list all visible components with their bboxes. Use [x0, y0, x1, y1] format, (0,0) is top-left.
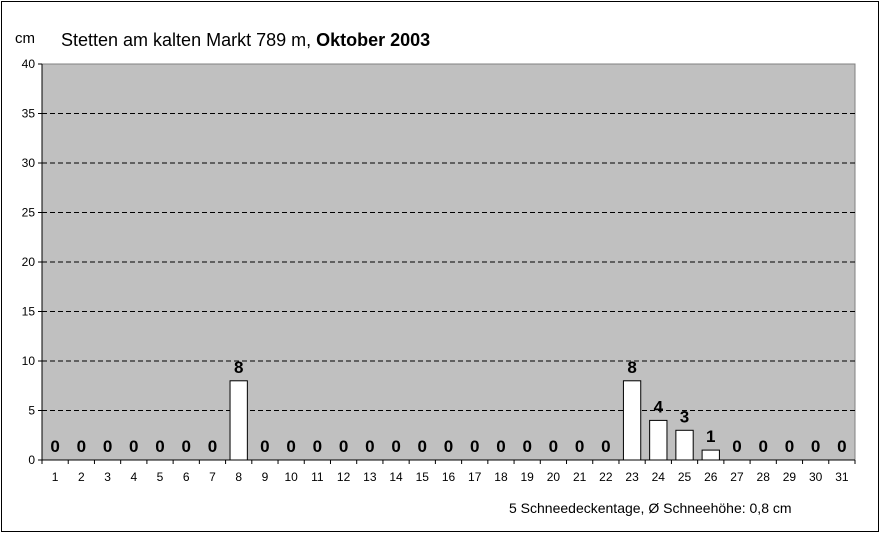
- x-tick-label: 22: [599, 470, 613, 484]
- bar: [701, 449, 720, 461]
- x-tick-label: 24: [652, 470, 666, 484]
- chart-title-month: Oktober 2003: [316, 30, 431, 50]
- x-tick-label: 6: [183, 470, 190, 484]
- data-label: 0: [103, 437, 112, 456]
- x-tick-label: 7: [209, 470, 216, 484]
- y-tick-label: 15: [22, 305, 36, 319]
- y-tick-label: 0: [28, 453, 35, 467]
- x-tick-label: 5: [157, 470, 164, 484]
- data-label: 0: [522, 437, 531, 456]
- data-label: 0: [496, 437, 505, 456]
- data-label: 0: [339, 437, 348, 456]
- data-label: 0: [418, 437, 427, 456]
- x-tick-label: 17: [468, 470, 482, 484]
- y-tick-label: 40: [22, 57, 36, 71]
- data-label: 0: [260, 437, 269, 456]
- x-tick-label: 29: [783, 470, 797, 484]
- bar: [622, 380, 642, 461]
- x-tick-label: 18: [494, 470, 508, 484]
- x-tick-label: 3: [104, 470, 111, 484]
- y-tick-label: 30: [22, 156, 36, 170]
- x-tick-label: 4: [130, 470, 137, 484]
- data-label: 0: [444, 437, 453, 456]
- bar: [229, 380, 248, 461]
- data-label: 0: [77, 437, 86, 456]
- x-tick-label: 16: [442, 470, 456, 484]
- x-tick-label: 21: [573, 470, 587, 484]
- data-label: 0: [811, 437, 820, 456]
- x-tick-label: 28: [757, 470, 771, 484]
- chart-title: Stetten am kalten Markt 789 m, Oktober 2…: [61, 30, 430, 51]
- chart-title-prefix: Stetten am kalten Markt 789 m,: [61, 30, 317, 50]
- data-label: 0: [470, 437, 479, 456]
- data-label: 0: [50, 437, 59, 456]
- x-tick-label: 8: [235, 470, 242, 484]
- data-label: 4: [654, 397, 664, 416]
- data-label: 0: [732, 437, 741, 456]
- y-tick-label: 20: [22, 255, 36, 269]
- data-label: 0: [155, 437, 164, 456]
- x-tick-label: 20: [547, 470, 561, 484]
- data-label: 0: [182, 437, 191, 456]
- data-label: 0: [208, 437, 217, 456]
- x-tick-label: 27: [730, 470, 744, 484]
- y-tick-label: 25: [22, 206, 36, 220]
- x-tick-label: 26: [704, 470, 718, 484]
- data-label: 1: [706, 427, 715, 446]
- x-tick-label: 10: [284, 470, 298, 484]
- data-label: 0: [313, 437, 322, 456]
- x-tick-label: 13: [363, 470, 377, 484]
- data-label: 0: [575, 437, 584, 456]
- x-tick-label: 30: [809, 470, 823, 484]
- bar: [675, 429, 694, 461]
- data-label: 0: [365, 437, 374, 456]
- y-tick-label: 10: [22, 354, 36, 368]
- x-tick-label: 12: [337, 470, 351, 484]
- plot-area: [41, 63, 856, 461]
- data-label: 0: [549, 437, 558, 456]
- x-tick-label: 2: [78, 470, 85, 484]
- y-tick-label: 35: [22, 107, 36, 121]
- data-label: 3: [680, 407, 689, 426]
- y-axis-unit: cm: [15, 30, 35, 47]
- bar: [649, 419, 668, 461]
- x-tick-label: 15: [416, 470, 430, 484]
- data-label: 0: [129, 437, 138, 456]
- x-tick-label: 19: [520, 470, 534, 484]
- data-label: 0: [286, 437, 295, 456]
- data-label: 8: [234, 358, 243, 377]
- x-tick-label: 11: [311, 470, 324, 484]
- data-label: 8: [627, 358, 636, 377]
- x-tick-label: 25: [678, 470, 692, 484]
- data-label: 0: [758, 437, 767, 456]
- chart-footer-summary: 5 Schneedeckentage, Ø Schneehöhe: 0,8 cm: [509, 500, 792, 516]
- data-label: 0: [391, 437, 400, 456]
- x-tick-label: 14: [389, 470, 403, 484]
- y-tick-label: 5: [28, 404, 35, 418]
- x-tick-label: 31: [835, 470, 849, 484]
- x-tick-label: 9: [262, 470, 269, 484]
- x-tick-label: 23: [625, 470, 639, 484]
- x-tick-label: 1: [52, 470, 59, 484]
- data-label: 0: [837, 437, 846, 456]
- data-label: 0: [601, 437, 610, 456]
- data-label: 0: [785, 437, 794, 456]
